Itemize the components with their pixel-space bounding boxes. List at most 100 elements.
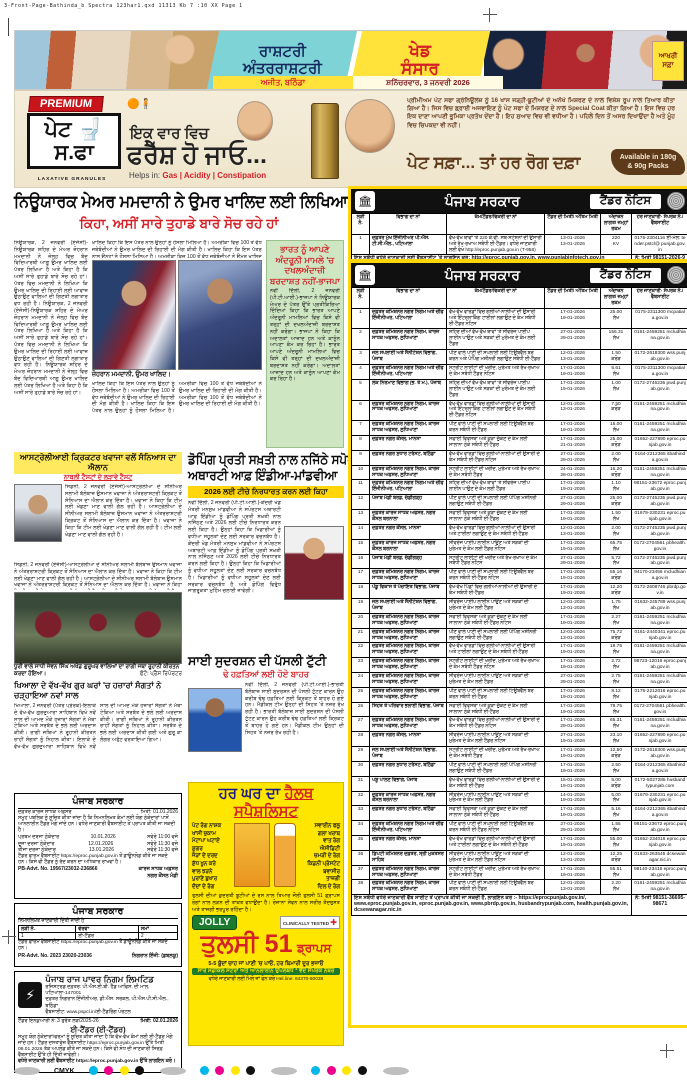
yellow-dot	[342, 1066, 352, 1075]
khawaja-subhead: ਨਾਬਲੀ ਟੈਸਟਾਂ ਦੇ ਲੜਾਵੇ ਟੈਸਟ	[63, 474, 133, 481]
tender-row: 31 ਪਸ਼ੂ ਪਾਲਣ ਵਿਭਾਗ, ਪੰਜਾਬ ਵੱਖ-ਵੱਖ ਵਾਰਡਾਂ…	[351, 775, 687, 792]
edition-strip: ਅਜੀਤ, ਬਠਿੰਡਾ	[213, 76, 353, 89]
tender-dates: 12-01-2026 13-01-2026	[544, 879, 601, 896]
tender1-row: 1 ਦਫ਼ਤਰ ਮੁੱਖ ਇੰਜੀਨੀਅਰ ਪੀ.ਐਸ. ਟੀ.ਸੀ.ਐਲ., …	[351, 233, 687, 256]
tulsi-brand-row: JOLLY CLINICALLY TESTED ✚	[192, 915, 340, 931]
tender-dates: 12-01-2026 13-01-2026	[544, 349, 601, 365]
bjp-box-headline: ਭਾਰਤ ਨੂੰ ਆਪਣੇ ਅੰਦਰੂਨੀ ਮਾਮਲੇ 'ਚ ਦਖਲਅੰਦਾਜ਼…	[269, 244, 340, 286]
mandaviya-headline2: ਅਥਾਰਟੀ ਆਫ਼ ਇੰਡੀਆ-ਮਾਂਡਵੀਆ	[188, 468, 338, 483]
tender-amount: 75.72 ਕਰੋੜ	[600, 627, 632, 644]
print-header-line: 3-Front-Page-Bathinda_b Spectra 123har1.…	[4, 3, 243, 9]
notice1-issuer: ਨਗਰ ਕੌਂਸਲ ਮੰਡੀ	[147, 872, 178, 879]
tender-dates: 17-01-2026 19-01-2026	[544, 568, 601, 585]
notice1-rows: ਪ੍ਰਥਮ ਦਰਜਾ ਠੇਕੇਦਾਰ 10.01.2026 ਸਵੇਰੇ 11:00 …	[18, 834, 178, 854]
ad-line1: ਇਕ ਵਾਰ ਵਿਚ	[130, 125, 209, 142]
tender-dates: 27-01-2026 29-01-2026	[544, 553, 601, 570]
product-bottle-image	[311, 103, 339, 179]
sudharsan-photo	[188, 688, 242, 752]
pspcl-footer: ਵਧੇਰੇ ਜਾਣਕਾਰੀ ਲਈ ਵੈੱਬਸਾਈਟ https://eproc.…	[18, 1059, 176, 1065]
sudharsan-body: ਨਵੀਂ ਦਿੱਲੀ, 2 ਜਨਵਰੀ (ਪੀ.ਟੀ.ਆਈ.)-ਭਾਰਤੀ ਬੱ…	[245, 682, 344, 736]
tender-dates: 17-01-2026 21-01-2026	[544, 435, 601, 451]
sudharsan-headline: ਸਾਈ ਸੁਦਰਸ਼ਨ ਦੀ ਪੱਸਲੀ ਟੁੱਟੀ	[188, 654, 327, 668]
tender-row: 26 ਸਿਹਤ ਤੇ ਪਰਿਵਾਰ ਭਲਾਈ ਵਿਭਾਗ, ਪੰਜਾਬ ਸਫਾਈ…	[351, 701, 687, 718]
tender-dates: 17-01-2026 19-01-2026	[544, 378, 601, 401]
masthead-left-photo-collage	[15, 31, 221, 89]
pspcl-address1: ਰਜਿਸਟਰਡ ਦਫ਼ਤਰ: ਪੀ.ਐਸ.ਈ.ਬੀ. ਹੈੱਡ ਆਫਿਸ, ਦੀ…	[45, 985, 150, 997]
sudharsan-article: ਨਵੀਂ ਦਿੱਲੀ, 2 ਜਨਵਰੀ (ਪੀ.ਟੀ.ਆਈ.)-ਭਾਰਤੀ ਬੱ…	[188, 682, 344, 778]
registration-cross-icon	[2, 930, 16, 944]
tender-row: 11 ਦਫ਼ਤਰ ਕਮਿਸ਼ਨਰ ਨਗਰ ਨਿਗਮ ਅਤੇ ਚੀਫ ਇੰਜੀਨੀ…	[351, 479, 687, 496]
tender-amount: 55.00 ਲੱਖ	[600, 834, 632, 851]
tender-amount: 2.20 ਲੱਖ	[600, 879, 632, 896]
tender-dates: 17-01-2026 19-01-2026	[544, 612, 601, 629]
tender-row: 29 ਜਲ ਸਪਲਾਈ ਅਤੇ ਸੈਨੀਟੇਸ਼ਨ ਵਿਭਾਗ, ਪੰਜਾਬ ਸ…	[351, 746, 687, 762]
tender-amount: 1.10 ਲੱਖ	[600, 479, 632, 496]
mandaviya-subhead: 2026 ਲਈ ਟੀਚੇ ਨਿਰਧਾਰਤ ਕਰਨ ਲਈ ਕਿਹਾ	[188, 486, 344, 498]
left-lower-column: ਆਸਟ੍ਰੇਲੀਆਈ ਕ੍ਰਿਕਟਰ ਖਵਾਜਾ ਵਲੋਂ ਸੰਨਿਆਸ ਦਾ …	[14, 452, 182, 1073]
tender-amount: 18.75 ਲੱਖ	[600, 642, 632, 659]
tulsi-right-list: ਸਵਾਈਨ ਫਲੂ ਗਲਾ ਖਰਾਬ ਵਾਤ ਰੋਗ ਐਸੀਡਿਟੀ ਚਮੜੀ ਦੇ ਰ…	[307, 823, 340, 890]
notice2-table: ਲੜੀ ਨੰ. ਵੇਰਵਾ ਸਮਾਂ 1 ਈ-ਟੈਂਡਰ 2	[17, 925, 179, 941]
tender-amount: 23.10 ਲੱਖ	[600, 731, 632, 748]
last-page-corner-box: ਆਖਰੀ ਸਫ਼ਾ	[652, 41, 684, 81]
tender1-header: 🏛 ਪੰਜਾਬ ਸਰਕਾਰ ਟੈਂਡਰ ਨੋਟਿਸ	[351, 189, 687, 213]
lead-text-top: ਖਾਲਿਦ ਕਿਹਾ ਕਿ ਇਸ ਪੱਤਰ ਨਾਲ ਉਨ੍ਹਾਂ ਨੂੰ ਹੌਸ…	[91, 240, 262, 258]
tender-amount: 25.00 ਕਰੋੜ	[600, 435, 632, 451]
magenta-dot	[104, 1066, 114, 1075]
tender-amount: 55.51 ਲੱਖ	[600, 864, 632, 881]
tender-amount: 15.00 ਲੱਖ	[600, 420, 632, 437]
tender-row: 8 ਦਫ਼ਤਰ ਨਗਰ ਕੌਂਸਲ, ਮਾਨਸਾ ਸਫਾਈ ਵਿਵਸਥਾ ਅਤੇ…	[351, 435, 687, 451]
tender2-header: 🏛 ਪੰਜਾਬ ਸਰਕਾਰ ਟੈਂਡਰ ਨੋਟਿਸ	[351, 263, 687, 287]
tender-row: 36 ਡਿਪਟੀ ਕਮਿਸ਼ਨਰ ਦਫ਼ਤਰ, ਸ੍ਰੀ ਮੁਕਤਸਰ ਸਾਹਿ…	[351, 849, 687, 866]
notice1-office: ਦਫ਼ਤਰ ਕਾਰਜ ਸਾਧਕ ਅਫ਼ਸਰ	[18, 809, 72, 815]
brand-ambassador-photo	[345, 99, 395, 153]
tender-row: 20 ਦਫ਼ਤਰ ਕਮਿਸ਼ਨਰ ਨਗਰ ਨਿਗਮ, ਕਾਰਜ ਸਾਧਕ ਅਫਸ…	[351, 612, 687, 629]
tender1-footer-right: ਨੰ: ਮਿਤੀ 98151-2026-98642	[631, 254, 687, 259]
tender-row: 37 ਦਫ਼ਤਰ ਕਮਿਸ਼ਨਰ ਨਗਰ ਨਿਗਮ, ਕਾਰਜ ਸਾਧਕ ਅਫਸ…	[351, 864, 687, 881]
tender2-footer-text: ਇਸ ਸਬੰਧੀ ਵਧੇਰੇ ਜਾਣਕਾਰੀ ਵੈੱਬ ਸਾਈਟ ਤੋਂ ਪ੍ਰ…	[351, 894, 632, 916]
cmyk-dots	[88, 1062, 146, 1080]
tender-row: 16 ਪੰਜਾਬ ਮੰਡੀ ਬੋਰਡ, ਚੰਡੀਗੜ੍ਹ ਸਟਰੀਟ ਲਾਈਟਾ…	[351, 553, 687, 570]
crop-mark	[8, 18, 9, 36]
notice1-title: ਪੰਜਾਬ ਸਰਕਾਰ	[18, 796, 178, 809]
mandaviya-body: ਨਵੀਂ ਦਿੱਲੀ, 2 ਜਨਵਰੀ (ਪੀ.ਟੀ.ਆਈ.)-ਕੇਂਦਰੀ ਖ…	[188, 500, 281, 595]
tender-amount: 5.00 ਲੱਖ	[600, 790, 632, 807]
tender1-dates: 13-01-2026 13-01-2026	[544, 233, 601, 256]
red-cross-icon: ✚	[330, 918, 337, 928]
tender-amount: 2.50 ਲੱਖ	[600, 760, 632, 777]
tender-table-1: 🏛 ਪੰਜਾਬ ਸਰਕਾਰ ਟੈਂਡਰ ਨੋਟਿਸ ਲੜੀ ਨੰ. ਵਿਭਾਗ ਦ…	[348, 186, 687, 262]
helps-line: Helps in: Gas | Acidity | Constipation	[129, 171, 267, 180]
tender-amount: 12.50 ਕਰੋੜ	[600, 746, 632, 762]
tender-dates: 17-01-2026 19-01-2026	[544, 805, 601, 822]
cmyk-dots	[311, 1062, 368, 1080]
mamdani-photo	[91, 260, 176, 370]
national-label-line1: ਰਾਸ਼ਟਰੀ	[258, 43, 306, 60]
tulsi-helpline: ਵਧੇਰੇ ਜਾਣਕਾਰੀ ਲਈ ਮਿਲੋ ਜਾਂ ਫੋਨ ਕਰੋ Hel.li…	[208, 977, 324, 983]
punjab-emblem-icon: 🏛	[355, 191, 375, 211]
ad-slogan: ਪੇਟ ਸਫ਼ਾ... ਤਾਂ ਹਰ ਰੋਗ ਦਫ਼ਾ	[407, 153, 581, 172]
umar-khalid-photo	[177, 260, 262, 370]
bjp-reaction-box: ਭਾਰਤ ਨੂੰ ਆਪਣੇ ਅੰਦਰੂਨੀ ਮਾਮਲੇ 'ਚ ਦਖਲਅੰਦਾਜ਼…	[265, 240, 344, 448]
tender-amount: 5.00 ਕਰੋੜ	[600, 775, 632, 792]
notice1-note: ਟੈਂਡਰ ਫਾਰਮ ਵੈੱਬਸਾਈਟ https://eproc.punjab…	[18, 853, 168, 866]
tender2-table: ਲੜੀ ਨੰ. ਵਿਭਾਗ ਦਾ ਨਾਂ ਕੰਮ/ਟੈਂਡਰ/ਵਿਕਰੀ ਦਾ ਨ…	[351, 287, 687, 916]
tender-amount: 2.00 ਲੱਖ	[600, 449, 632, 466]
tender-dates: 12-01-2026 13-01-2026	[544, 627, 601, 644]
tender-dates: 17-01-2026 19-01-2026	[544, 420, 601, 437]
tender-amount: 5.61 ਲੱਖ	[600, 363, 632, 380]
tender-row: 33 ਦਫ਼ਤਰ ਨਗਰ ਸੁਧਾਰ ਟਰੱਸਟ, ਬਠਿੰਡਾ ਸਫਾਈ ਵਿ…	[351, 805, 687, 822]
registration-cross-icon	[483, 8, 497, 22]
tender-dates: 27-01-2026 29-01-2026	[544, 494, 601, 511]
tender-dates: 17-01-2026 19-01-2026	[544, 864, 601, 881]
tender-amount: 5.72 ਲੱਖ	[600, 553, 632, 570]
notice1-signature: ਕਾਰਜ ਸਾਧਕ ਅਫ਼ਸਰ	[138, 866, 178, 873]
magenta-dot	[215, 1066, 225, 1075]
tender-dates: 15-01-2026 19-01-2026	[544, 775, 601, 792]
gray-mark	[271, 1067, 298, 1075]
pspcl-lightning-icon: ⚡	[18, 982, 43, 1008]
tender-dates: 14-01-2026 19-01-2026	[544, 790, 601, 807]
black-dot	[357, 1066, 367, 1075]
print-color-bar: CMYK	[14, 1062, 686, 1080]
tender-dates: 17-01-2026 19-01-2026	[544, 538, 601, 555]
tulsi-product-name: ਤੁਲਸੀ 51 ਡ੍ਰਾਪਸ	[200, 930, 332, 959]
